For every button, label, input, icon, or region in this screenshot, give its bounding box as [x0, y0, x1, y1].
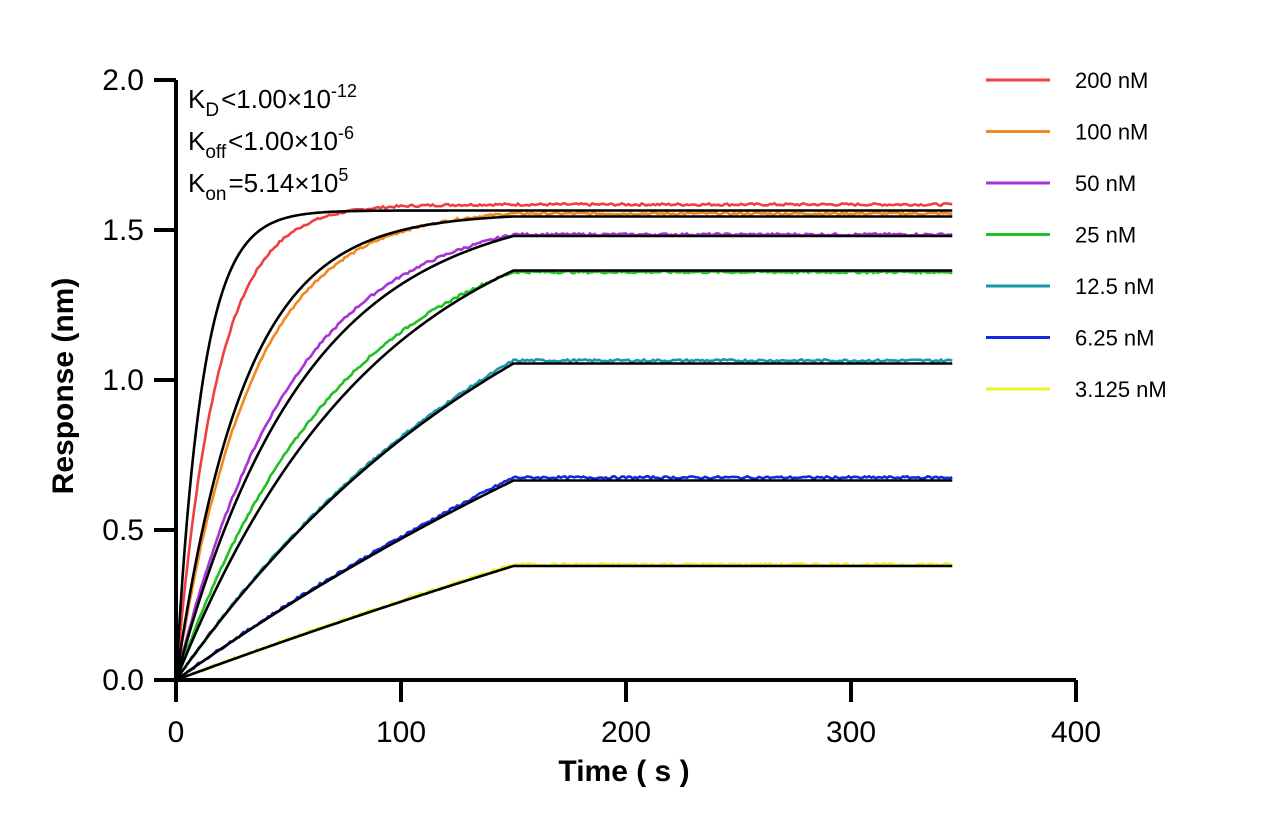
axes: 0.0 0.5 1.0 1.5 2.0 0 100 200 300 400: [102, 64, 1101, 749]
fit-line-100-nM: [174, 215, 953, 681]
koff-mantissa: 1.00×10: [243, 126, 338, 156]
kd-symbol: K: [188, 84, 206, 114]
x-tick-label: 200: [601, 716, 651, 749]
kd-subscript: D: [205, 100, 219, 121]
kd-annotation: KD<1.00×10-12: [188, 81, 357, 121]
x-tick-label: 300: [826, 716, 876, 749]
kd-mantissa: 1.00×10: [236, 84, 331, 114]
kd-exponent: -12: [331, 81, 357, 101]
y-tick-label: 1.5: [102, 214, 144, 247]
x-tick-label: 100: [376, 716, 426, 749]
kon-exponent: 5: [338, 165, 348, 185]
x-ticks: 0 100 200 300 400: [168, 680, 1101, 749]
koff-relation: <: [228, 126, 243, 156]
series-line-50-nM: [174, 231, 953, 681]
series-line-100-nM: [174, 210, 953, 681]
kon-symbol: K: [188, 168, 206, 198]
plot-area: [174, 201, 953, 682]
y-axis-title: Response (nm): [47, 278, 80, 495]
legend-label: 6.25 nM: [1075, 326, 1155, 351]
kon-relation: =: [228, 168, 243, 198]
legend-label: 25 nM: [1075, 223, 1136, 248]
koff-exponent: -6: [338, 123, 354, 143]
series-line-6-25-nM: [175, 474, 953, 682]
legend-label: 100 nM: [1075, 120, 1148, 145]
fit-line-6-25-nM: [175, 479, 953, 682]
koff-annotation: Koff<1.00×10-6: [188, 123, 354, 163]
kd-relation: <: [221, 84, 236, 114]
kinetics-annotation: KD<1.00×10-12 Koff<1.00×10-6 Kon=5.14×10…: [188, 81, 357, 205]
legend-label: 200 nM: [1075, 68, 1148, 93]
series-line-3-125-nM: [175, 561, 953, 682]
y-tick-label: 0.5: [102, 514, 144, 547]
series-line-12-5-nM: [174, 357, 953, 681]
y-tick-label: 0.0: [102, 664, 144, 697]
y-tick-label: 2.0: [102, 64, 144, 97]
y-ticks: 0.0 0.5 1.0 1.5 2.0: [102, 64, 176, 697]
y-tick-label: 1.0: [102, 364, 144, 397]
fit-line-12-5-nM: [174, 362, 953, 681]
fit-line-3-125-nM: [175, 564, 953, 682]
legend-label: 50 nM: [1075, 171, 1136, 196]
series-line-200-nM: [174, 201, 953, 681]
koff-symbol: K: [188, 126, 206, 156]
koff-subscript: off: [205, 142, 227, 163]
legend-label: 12.5 nM: [1075, 274, 1155, 299]
x-tick-label: 0: [168, 716, 185, 749]
kon-annotation: Kon=5.14×105: [188, 165, 348, 205]
x-axis-title: Time ( s ): [558, 755, 689, 788]
kon-subscript: on: [205, 184, 226, 205]
x-tick-label: 400: [1051, 716, 1101, 749]
fit-line-200-nM: [174, 209, 953, 681]
fit-line-25-nM: [174, 269, 953, 681]
fit-line-50-nM: [174, 234, 953, 681]
legend: 200 nM 100 nM 50 nM 25 nM 12.5 nM 6.25 nM 3.12…: [986, 68, 1167, 402]
kon-mantissa: 5.14×10: [244, 168, 339, 198]
legend-label: 3.125 nM: [1075, 377, 1167, 402]
